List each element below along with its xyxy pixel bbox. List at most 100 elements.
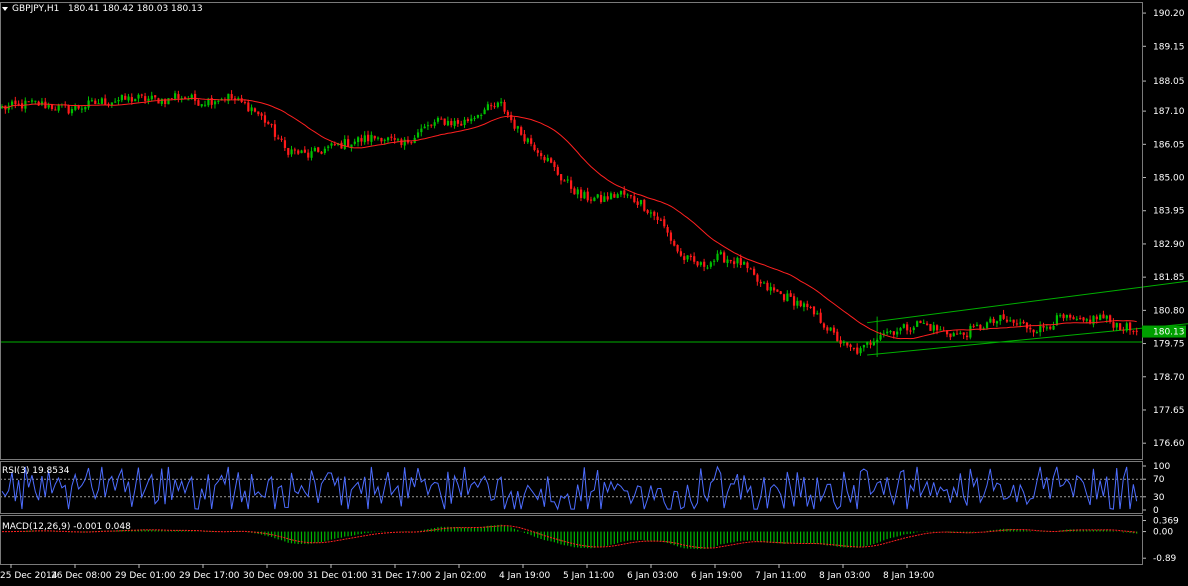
candle-body: [656, 216, 659, 221]
candle-body: [969, 325, 972, 338]
candle-body: [816, 313, 819, 315]
candle-body: [1089, 319, 1092, 324]
candle-body: [749, 268, 752, 270]
candle-body: [174, 93, 177, 99]
candle-body: [463, 119, 466, 126]
candle-body: [440, 118, 443, 120]
candle-body: [533, 144, 536, 150]
candle-body: [566, 179, 569, 181]
candle-body: [124, 95, 127, 100]
candle-body: [10, 101, 14, 106]
candle-body: [260, 113, 263, 116]
candle-body: [619, 191, 623, 195]
candle-body: [77, 106, 80, 109]
candle-body: [390, 136, 393, 138]
candle-body: [94, 100, 97, 105]
candle-body: [466, 119, 470, 122]
candle-body: [553, 161, 556, 168]
candle-body: [1085, 319, 1088, 321]
candle-body: [882, 333, 885, 335]
time-tick-label: 6 Jan 03:00: [627, 571, 679, 581]
candle-body: [703, 261, 706, 267]
current-price-marker: 180.13: [1142, 325, 1186, 338]
candle-body: [253, 108, 257, 112]
candle-body: [510, 114, 513, 121]
dropdown-triangle-icon[interactable]: [2, 7, 8, 11]
candle-body: [84, 106, 87, 110]
candle-body: [347, 139, 350, 147]
moving-average: [1, 97, 1137, 340]
rsi-pane[interactable]: 100 70 30 0: [0, 462, 1170, 516]
macd-tick-label: 0.369: [1153, 517, 1179, 527]
candle-body: [257, 111, 260, 115]
candle-body: [842, 341, 846, 343]
candle-body: [280, 138, 283, 140]
candle-body: [979, 324, 982, 329]
candle-body: [420, 128, 423, 133]
candle-body: [1, 106, 4, 108]
candle-body: [87, 100, 90, 108]
candle-body: [380, 138, 383, 142]
candle-body: [593, 197, 596, 201]
candle-body: [97, 103, 100, 105]
price-axis[interactable]: 190.20 189.15 188.05 187.10 186.05 185.00 183.…: [1142, 9, 1185, 449]
candle-body: [297, 150, 300, 154]
time-tick-label: 8 Jan 03:00: [819, 571, 871, 581]
candle-body: [460, 123, 463, 126]
candle-body: [779, 291, 782, 294]
candle-body: [333, 144, 336, 146]
candle-body: [423, 126, 426, 129]
candle-body: [230, 94, 233, 99]
candle-body: [1005, 319, 1009, 322]
candle-body: [782, 294, 786, 301]
candle-body: [184, 97, 187, 99]
candle-body: [1059, 315, 1062, 317]
rsi-tick-label: 100: [1153, 462, 1170, 472]
candle-body: [114, 101, 117, 103]
rsi-polyline: [1, 465, 1138, 511]
price-tick-label: 180.80: [1153, 306, 1185, 316]
candle-body: [832, 327, 836, 333]
candle-body: [197, 100, 200, 106]
candle-body: [603, 196, 606, 202]
candle-body: [826, 327, 829, 331]
candle-body: [134, 99, 137, 102]
candle-body: [892, 331, 895, 335]
price-tick-label: 178.70: [1153, 373, 1185, 383]
candle-body: [193, 93, 197, 101]
candle-body: [546, 157, 549, 161]
candle-body: [1072, 317, 1075, 320]
candle-body: [357, 137, 360, 143]
price-tick-label: 189.15: [1153, 42, 1185, 52]
candle-body: [902, 324, 905, 328]
time-tick-label: 29 Dec 01:00: [115, 571, 176, 581]
candle-body: [753, 268, 756, 275]
candle-body: [899, 328, 902, 331]
candle-body: [90, 100, 94, 102]
ma-line: [1, 97, 1137, 340]
candle-body: [50, 104, 54, 110]
candle-body: [550, 158, 553, 163]
price-pane[interactable]: 190.20 189.15 188.05 187.10 186.05 185.00 183.…: [0, 9, 1188, 449]
candle-body: [809, 306, 812, 308]
channel-line-1: [867, 323, 1188, 356]
candle-body: [1115, 322, 1118, 328]
candle-body: [1029, 327, 1032, 330]
candle-body: [67, 105, 70, 114]
candle-body: [1105, 315, 1108, 319]
candle-body: [999, 315, 1002, 322]
candle-body: [154, 95, 157, 98]
candle-body: [776, 289, 779, 292]
candle-body: [290, 149, 293, 155]
current-price-label: 180.13: [1153, 328, 1185, 338]
chart-header: GBPJPY,H1 180.41 180.42 180.03 180.13: [2, 4, 203, 14]
candle-body: [200, 104, 203, 107]
candle-body: [796, 300, 799, 306]
candle-body: [786, 293, 789, 302]
trend-channel[interactable]: [867, 254, 1188, 357]
price-tick-label: 185.00: [1153, 174, 1185, 184]
